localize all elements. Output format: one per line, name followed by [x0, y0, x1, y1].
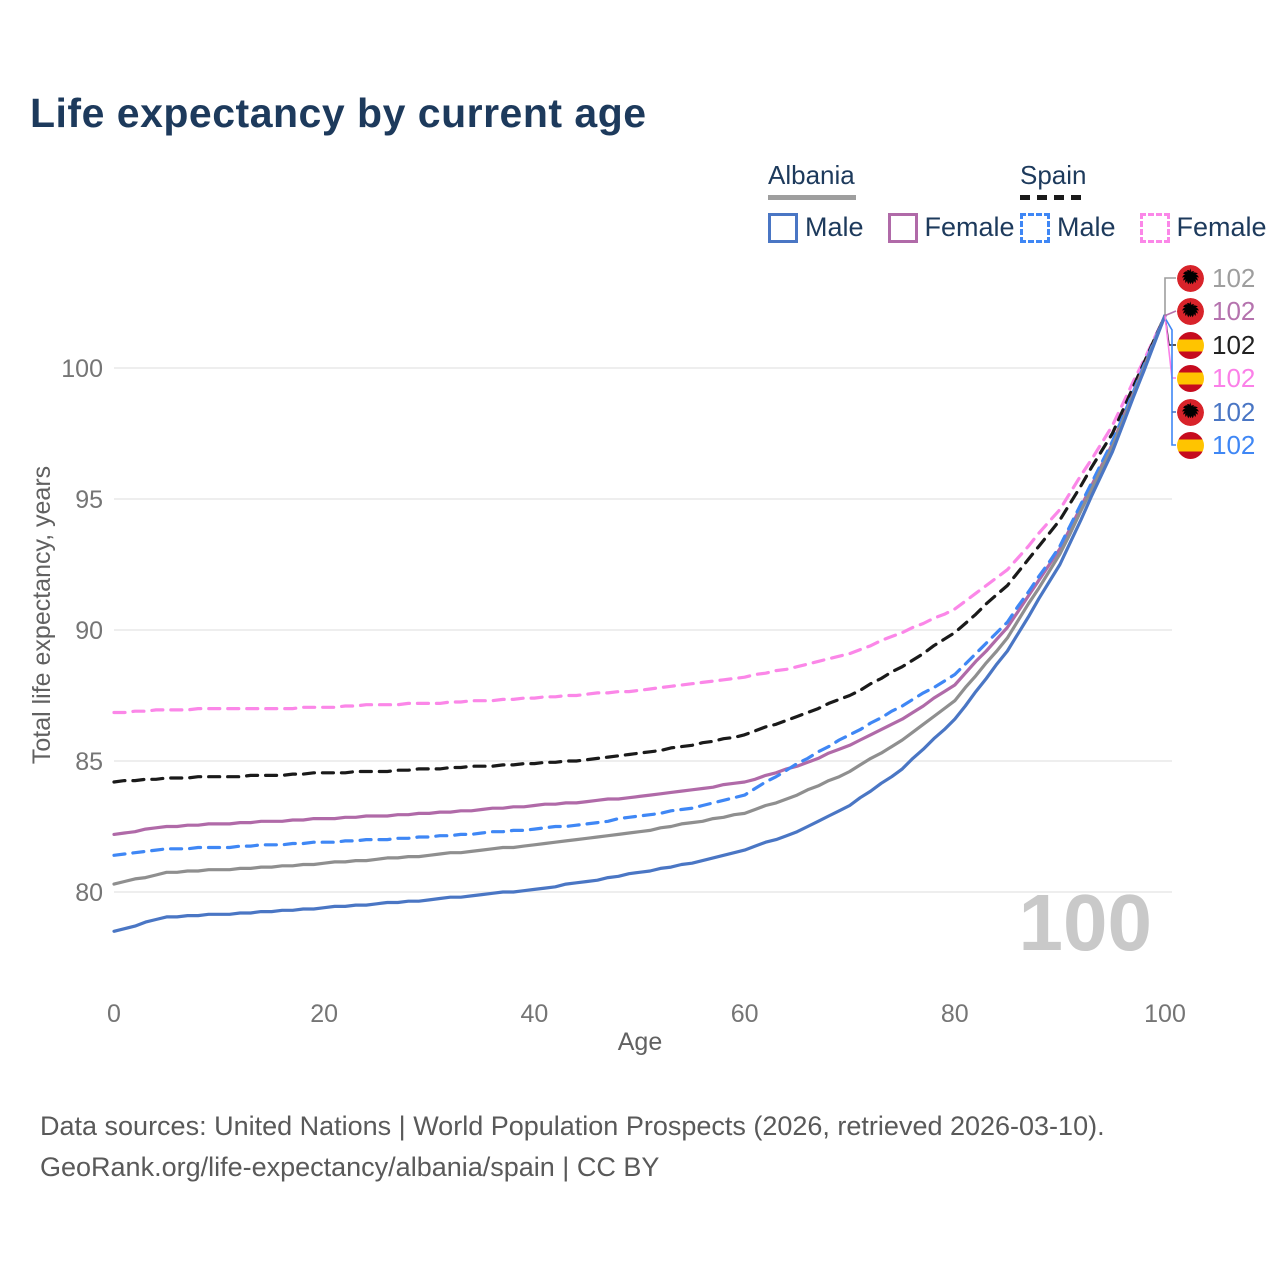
x-tick-label: 20 — [310, 1000, 338, 1028]
legend-swatch-albania-male — [768, 212, 798, 243]
x-tick-label: 100 — [1144, 1000, 1186, 1028]
page-title: Life expectancy by current age — [30, 90, 647, 136]
series-line-spain-female[interactable] — [112, 314, 1167, 715]
legend-item-spain-male[interactable]: Male — [1020, 212, 1116, 243]
legend-label-spain-male: Male — [1057, 212, 1116, 242]
end-label-leader-line — [1164, 277, 1176, 316]
y-tick-label: 90 — [75, 617, 103, 645]
x-tick-label: 60 — [731, 1000, 759, 1028]
legend-swatch-spain-female — [1139, 212, 1170, 243]
x-tick-label: 80 — [941, 1000, 969, 1028]
x-tick-label: 40 — [520, 1000, 548, 1028]
y-tick-label: 95 — [75, 486, 103, 514]
legend-group-albania: Albania Male Female — [768, 160, 1039, 243]
legend-item-albania-male[interactable]: Male — [768, 212, 864, 243]
legend-label-albania-male: Male — [805, 212, 864, 242]
x-axis-title: Age — [618, 1028, 662, 1056]
y-tick-label: 100 — [61, 355, 103, 383]
age-counter-watermark: 100 — [1019, 878, 1152, 967]
y-axis-title: Total life expectancy, years — [28, 466, 56, 764]
legend-header-spain[interactable]: Spain — [1020, 160, 1087, 190]
legend-swatch-spain-male — [1020, 212, 1050, 243]
legend-item-albania-female[interactable]: Female — [887, 212, 1015, 243]
footer-data-sources: Data sources: United Nations | World Pop… — [40, 1111, 1105, 1141]
series-line-albania-female[interactable] — [112, 314, 1167, 836]
y-tick-label: 85 — [75, 748, 103, 776]
end-label-leader-line — [1165, 319, 1176, 446]
legend-item-spain-female[interactable]: Female — [1139, 212, 1267, 243]
legend-underline-albania-solid — [768, 195, 856, 200]
footer: Data sources: United Nations | World Pop… — [40, 1106, 1105, 1188]
legend-group-spain: Spain Male Female — [1020, 160, 1280, 243]
legend-label-albania-female: Female — [924, 212, 1015, 242]
footer-attribution: GeoRank.org/life-expectancy/albania/spai… — [40, 1152, 660, 1182]
legend-underline-spain-dashed — [1020, 195, 1084, 200]
end-label-leader-line — [1164, 310, 1177, 317]
x-tick-label: 0 — [107, 1000, 121, 1028]
legend-header-albania[interactable]: Albania — [768, 160, 855, 190]
y-tick-label: 80 — [75, 879, 103, 907]
legend-label-spain-female: Female — [1176, 212, 1267, 242]
series-line-spain-all[interactable] — [112, 314, 1167, 784]
legend-swatch-albania-female — [887, 212, 918, 243]
series-line-albania-all[interactable] — [112, 314, 1167, 886]
series-line-albania-male[interactable] — [112, 314, 1167, 933]
series-line-spain-male[interactable] — [112, 314, 1167, 857]
